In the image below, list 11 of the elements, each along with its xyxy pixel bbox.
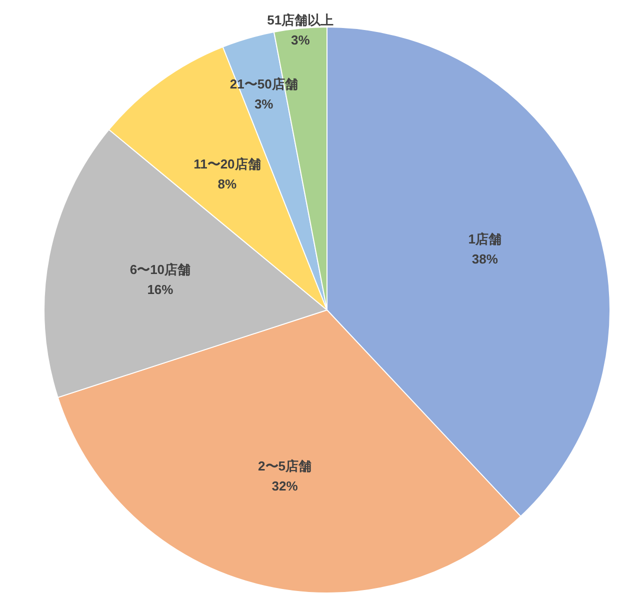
data-label: 38% bbox=[472, 251, 498, 266]
slice-label: 6〜10店舗 bbox=[130, 262, 191, 278]
slice-label: 11〜20店舗 bbox=[194, 156, 261, 172]
data-label: 32% bbox=[272, 478, 298, 494]
data-label: 8% bbox=[218, 176, 238, 192]
slice-label: 51店舗以上 bbox=[267, 12, 334, 28]
slice-label: 2〜5店舗 bbox=[258, 458, 312, 474]
slice-label: 1店舗 bbox=[468, 231, 502, 246]
data-label: 3% bbox=[254, 96, 274, 112]
data-label: 3% bbox=[290, 32, 310, 48]
data-label: 16% bbox=[147, 282, 174, 298]
